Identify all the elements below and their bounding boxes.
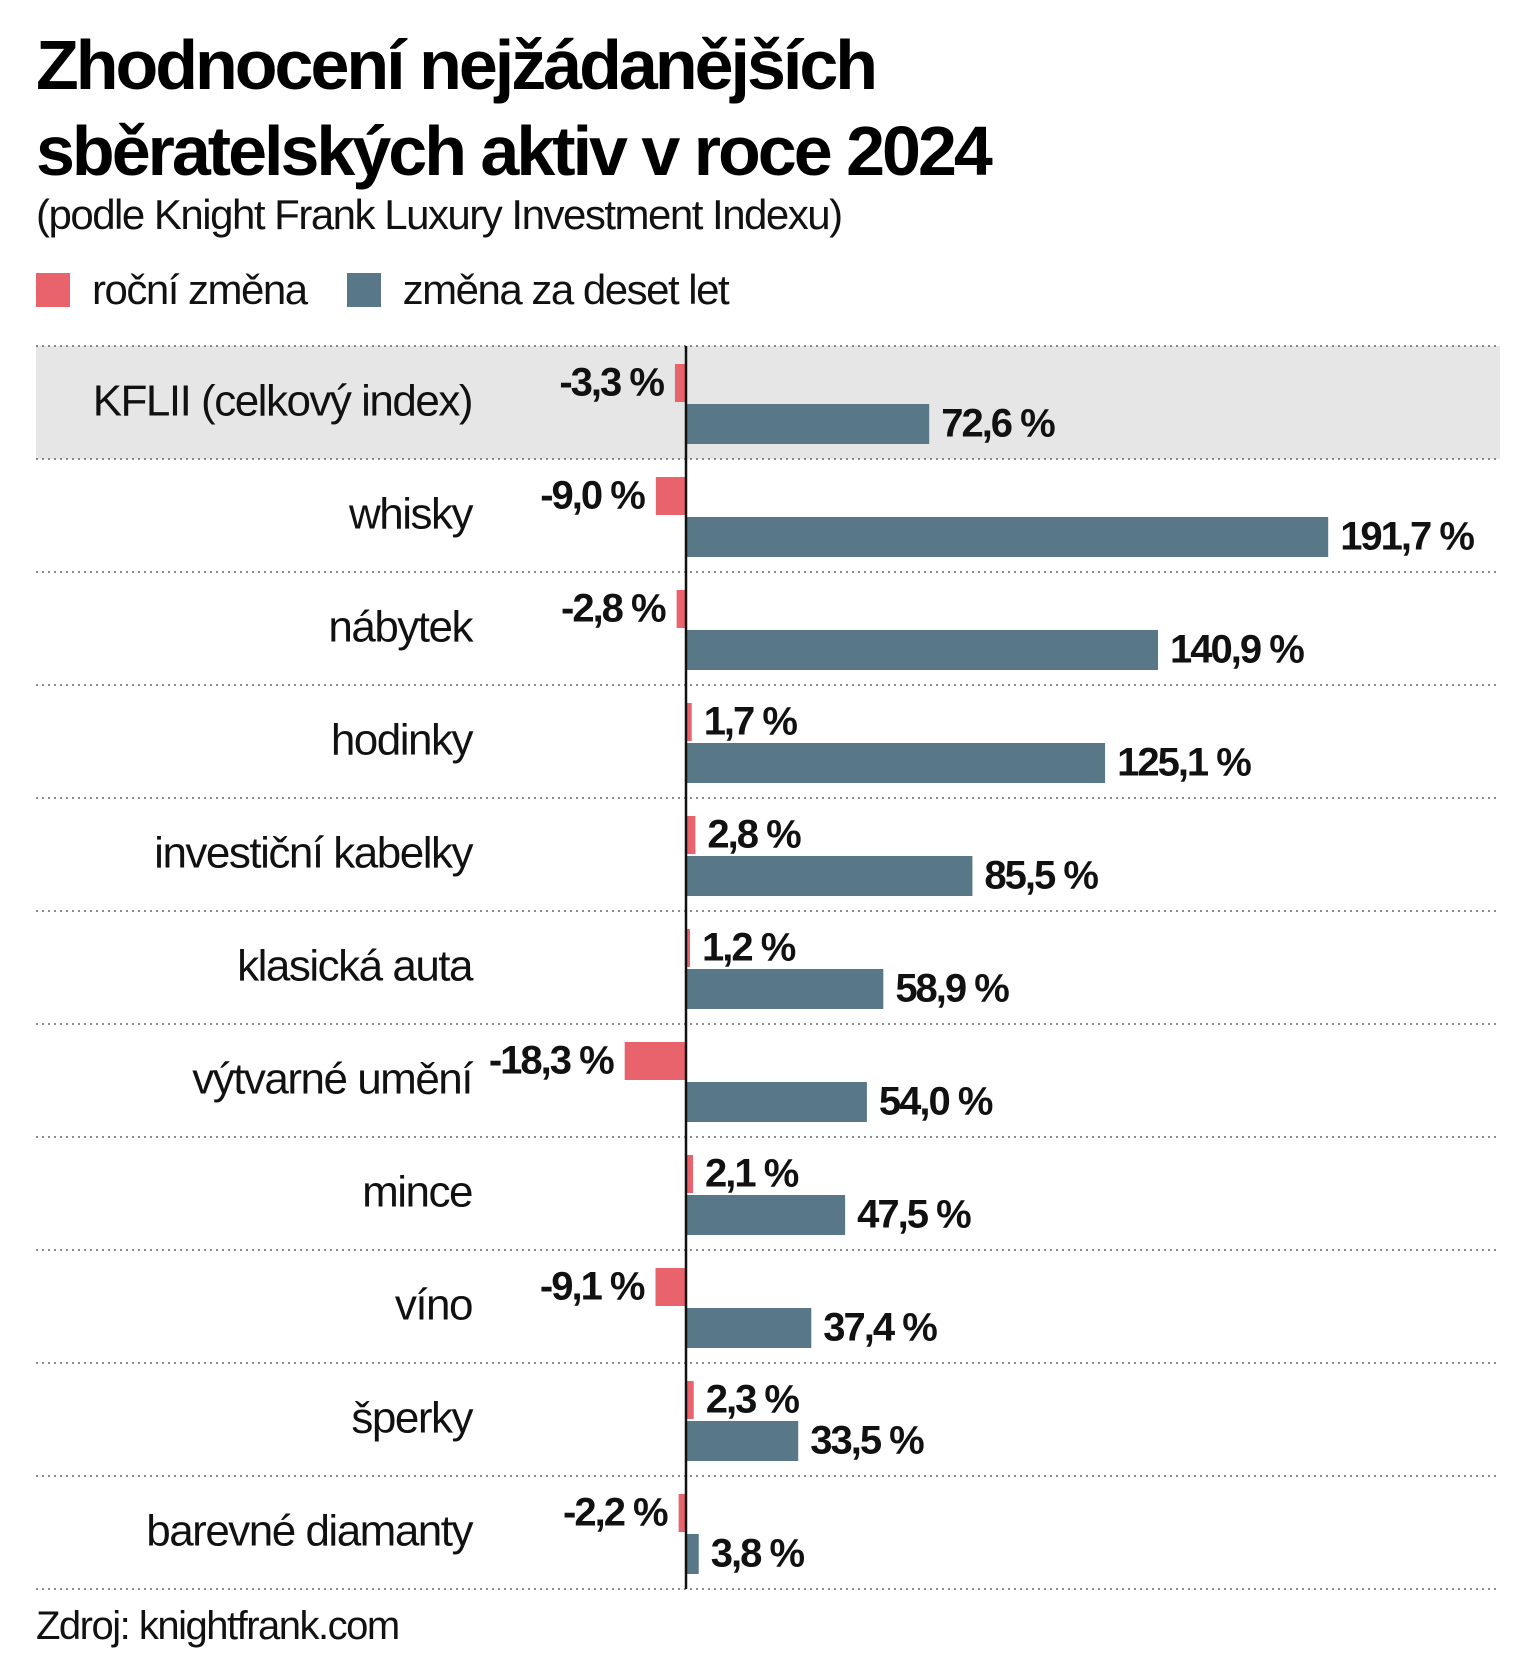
- annual-value-label: -2,2 %: [563, 1491, 668, 1535]
- source-note: Zdroj: knightfrank.com: [36, 1604, 400, 1648]
- decade-bar: [686, 1082, 867, 1122]
- annual-bar: [686, 1155, 694, 1193]
- category-label: whisky: [348, 490, 474, 539]
- decade-bar: [686, 630, 1159, 670]
- annual-bar: [686, 1381, 694, 1419]
- annual-value-label: 1,2 %: [702, 926, 796, 970]
- decade-bar: [686, 1195, 846, 1235]
- legend-label-decade: změna za deset let: [402, 266, 730, 313]
- category-label: klasická auta: [237, 942, 474, 991]
- annual-bar: [655, 477, 686, 515]
- annual-value-label: 2,8 %: [707, 813, 801, 857]
- decade-value-label: 54,0 %: [879, 1080, 993, 1124]
- annual-bar: [678, 1494, 686, 1532]
- annual-bar: [624, 1042, 686, 1080]
- decade-bar: [686, 856, 973, 896]
- decade-value-label: 191,7 %: [1340, 515, 1474, 559]
- annual-bar: [686, 703, 692, 741]
- annual-value-label: 1,7 %: [704, 700, 798, 744]
- category-label: víno: [395, 1281, 472, 1330]
- category-label: šperky: [351, 1394, 473, 1443]
- decade-value-label: 47,5 %: [857, 1193, 971, 1237]
- category-label: výtvarné umění: [192, 1055, 474, 1104]
- annual-value-label: -18,3 %: [489, 1039, 614, 1083]
- category-label: barevné diamanty: [146, 1507, 473, 1556]
- annual-bar: [686, 929, 691, 967]
- decade-value-label: 3,8 %: [711, 1532, 805, 1576]
- legend-label-annual: roční změna: [92, 266, 308, 313]
- decade-value-label: 85,5 %: [984, 854, 1098, 898]
- category-label: investiční kabelky: [154, 829, 473, 878]
- annual-value-label: -9,0 %: [540, 474, 645, 518]
- category-label: KFLII (celkový index): [93, 377, 472, 426]
- legend-item-annual: roční změna: [36, 266, 308, 314]
- annual-value-label: 2,1 %: [705, 1152, 799, 1196]
- chart-title-line2: sběratelských aktiv v roce 2024: [36, 112, 993, 190]
- decade-value-label: 140,9 %: [1170, 628, 1304, 672]
- decade-bar: [686, 404, 930, 444]
- annual-value-label: -2,8 %: [561, 587, 666, 631]
- legend-item-decade: změna za deset let: [346, 266, 730, 314]
- chart-title-line1: Zhodnocení nejžádanějších: [36, 26, 878, 104]
- decade-bar: [686, 1421, 799, 1461]
- decade-bar: [686, 743, 1106, 783]
- category-label: nábytek: [328, 603, 474, 652]
- decade-value-label: 37,4 %: [823, 1306, 937, 1350]
- annual-bar: [655, 1268, 686, 1306]
- bar-chart: KFLII (celkový index) -3,3 % 72,6 % whisky -…: [36, 345, 1500, 1590]
- annual-value-label: -3,3 %: [559, 361, 664, 405]
- decade-value-label: 72,6 %: [941, 402, 1055, 446]
- annual-bar: [676, 590, 686, 628]
- decade-bar: [686, 969, 884, 1009]
- chart-title: Zhodnocení nejžádanějších sběratelských …: [36, 22, 1476, 194]
- category-label: hodinky: [331, 716, 474, 765]
- annual-value-label: 2,3 %: [706, 1378, 800, 1422]
- annual-bar: [674, 364, 686, 402]
- legend: roční změna změna za deset let: [36, 264, 768, 316]
- chart-subtitle: (podle Knight Frank Luxury Investment In…: [36, 191, 843, 238]
- annual-value-label: -9,1 %: [540, 1265, 645, 1309]
- legend-swatch-annual: [36, 273, 70, 307]
- decade-value-label: 125,1 %: [1117, 741, 1251, 785]
- legend-swatch-decade: [346, 273, 381, 307]
- category-label: mince: [362, 1168, 472, 1217]
- decade-bar: [686, 1534, 699, 1574]
- decade-bar: [686, 517, 1329, 557]
- decade-bar: [686, 1308, 812, 1348]
- annual-bar: [686, 816, 696, 854]
- decade-value-label: 33,5 %: [810, 1419, 924, 1463]
- decade-value-label: 58,9 %: [895, 967, 1009, 1011]
